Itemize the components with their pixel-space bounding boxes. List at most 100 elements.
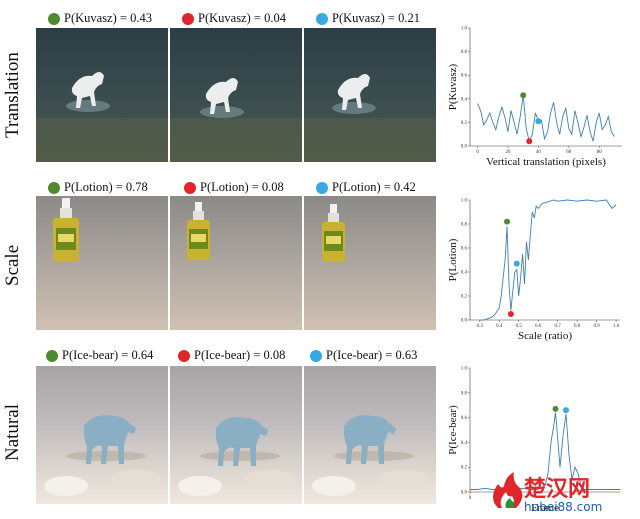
x-axis-label: Scale (ratio) bbox=[518, 330, 572, 342]
x-tick-label: 0 bbox=[469, 496, 472, 501]
y-tick-label: 0.8 bbox=[461, 50, 468, 55]
red-marker bbox=[526, 138, 533, 145]
caption-green: P(Lotion) = 0.78 bbox=[48, 180, 148, 195]
blue-marker bbox=[513, 260, 520, 267]
caption-blue: P(Kuvasz) = 0.21 bbox=[316, 11, 420, 26]
series-line bbox=[477, 95, 615, 143]
chart-svg: 0.0 0.2 0.4 0.6 0.8 1.0 0.3 0.4 0.5 0.6 0.7 0.8 0.9 1… bbox=[447, 199, 620, 342]
y-tick-label: 0.2 bbox=[461, 466, 468, 471]
x-axis-label: Frame bbox=[531, 502, 559, 514]
red-dot-icon bbox=[178, 349, 190, 362]
green-dot-icon bbox=[46, 349, 58, 362]
y-tick-label: 1.0 bbox=[461, 199, 468, 204]
row-translation: Translation P(Kuvasz) = 0.43 P(Kuvasz) =… bbox=[0, 0, 640, 168]
chart-translation: 0.0 0.2 0.4 0.6 0.8 1.0 0 20 40 60 80 Vertical tran… bbox=[440, 20, 630, 170]
blue-dot-icon bbox=[316, 12, 328, 25]
green-marker bbox=[520, 92, 527, 99]
chart-scale: 0.0 0.2 0.4 0.6 0.8 1.0 0.3 0.4 0.5 0.6 0.7 0.8 0.9 1… bbox=[436, 190, 632, 342]
y-tick-label: 1.0 bbox=[461, 367, 468, 372]
caption-red: P(Ice-bear) = 0.08 bbox=[178, 348, 285, 363]
y-tick-label: 0.4 bbox=[461, 97, 468, 102]
x-tick-label: 0.8 bbox=[574, 324, 581, 329]
y-tick-label: 0.8 bbox=[461, 223, 468, 228]
watermark-sub: hubei88.com bbox=[524, 500, 602, 514]
x-tick-label: 1.0 bbox=[613, 324, 620, 329]
caption-text: P(Kuvasz) = 0.04 bbox=[198, 11, 286, 25]
y-tick-label: 0.0 bbox=[461, 491, 468, 496]
green-dot-icon bbox=[48, 181, 60, 194]
photo-lotion-2 bbox=[170, 196, 302, 330]
red-dot-icon bbox=[184, 181, 196, 194]
caption-text: P(Ice-bear) = 0.64 bbox=[62, 348, 154, 362]
green-marker bbox=[552, 405, 559, 412]
caption-text: P(Kuvasz) = 0.21 bbox=[332, 11, 420, 25]
y-tick-label: 1.0 bbox=[461, 27, 468, 32]
x-tick-label: 40 bbox=[536, 150, 542, 155]
y-tick-label: 0.4 bbox=[461, 441, 468, 446]
row-label: Scale bbox=[2, 244, 23, 286]
photo-lotion-1 bbox=[36, 196, 168, 330]
photo-dog-water-3 bbox=[304, 28, 436, 162]
row-scale: Scale P(Lotion) = 0.78 P(Lotion) = 0.08 … bbox=[0, 170, 640, 342]
photo-ice-bear-2 bbox=[170, 366, 302, 504]
x-tick-label: 0.4 bbox=[496, 324, 503, 329]
caption-text: P(Lotion) = 0.42 bbox=[332, 180, 416, 194]
y-tick-label: 0.4 bbox=[461, 271, 468, 276]
blue-marker bbox=[535, 118, 542, 125]
photo-ice-bear-1 bbox=[36, 366, 168, 504]
y-tick-label: 0.2 bbox=[461, 121, 468, 126]
x-tick-label: 0 bbox=[476, 150, 479, 155]
row-natural: Natural P(Ice-bear) = 0.64 P(Ice-bear) =… bbox=[0, 344, 640, 516]
chart-natural: 0.0 0.2 0.4 0.6 0.8 1.0 0 Frame P(Ice-bear) bbox=[438, 358, 632, 514]
caption-text: P(Lotion) = 0.78 bbox=[64, 180, 148, 194]
x-tick-label: 0.3 bbox=[477, 324, 484, 329]
chart-svg: 0.0 0.2 0.4 0.6 0.8 1.0 0 Frame P(Ice-bear) bbox=[447, 367, 620, 514]
caption-red: P(Kuvasz) = 0.04 bbox=[182, 11, 286, 26]
blue-marker bbox=[563, 407, 569, 414]
caption-green: P(Ice-bear) = 0.64 bbox=[46, 348, 153, 363]
y-tick-label: 0.0 bbox=[461, 319, 468, 324]
watermark-main: 楚汉网 bbox=[524, 477, 590, 502]
caption-blue: P(Ice-bear) = 0.63 bbox=[310, 348, 417, 363]
caption-text: P(Kuvasz) = 0.43 bbox=[64, 11, 152, 25]
blue-dot-icon bbox=[316, 181, 328, 194]
x-tick-label: 0.5 bbox=[516, 324, 523, 329]
green-marker bbox=[504, 218, 511, 225]
y-axis-label: P(Kuvasz) bbox=[447, 63, 459, 110]
photo-ice-bear-3 bbox=[304, 366, 436, 504]
caption-green: P(Kuvasz) = 0.43 bbox=[48, 11, 152, 26]
caption-text: P(Lotion) = 0.08 bbox=[200, 180, 284, 194]
y-axis-label: P(Lotion) bbox=[447, 238, 459, 281]
x-tick-label: 0.7 bbox=[555, 324, 562, 329]
x-tick-label: 0.9 bbox=[593, 324, 600, 329]
x-tick-label: 80 bbox=[597, 150, 603, 155]
watermark-logo: 楚汉网 hubei88.com bbox=[484, 468, 634, 514]
flame-logo-icon bbox=[493, 472, 523, 508]
y-axis-label: P(Ice-bear) bbox=[447, 405, 459, 455]
y-tick-label: 0.0 bbox=[461, 145, 468, 150]
x-axis-label: Vertical translation (pixels) bbox=[486, 156, 606, 168]
caption-blue: P(Lotion) = 0.42 bbox=[316, 180, 416, 195]
red-marker bbox=[507, 311, 514, 317]
red-dot-icon bbox=[182, 12, 194, 25]
caption-text: P(Ice-bear) = 0.63 bbox=[326, 348, 418, 362]
y-tick-label: 0.6 bbox=[461, 247, 468, 252]
photo-dog-water-1 bbox=[36, 28, 168, 162]
y-tick-label: 0.8 bbox=[461, 391, 468, 396]
y-tick-label: 0.6 bbox=[461, 416, 468, 421]
photo-lotion-3 bbox=[304, 196, 436, 330]
caption-text: P(Ice-bear) = 0.08 bbox=[194, 348, 286, 362]
blue-dot-icon bbox=[310, 349, 322, 362]
x-tick-label: 60 bbox=[566, 150, 572, 155]
row-label: Natural bbox=[2, 404, 23, 462]
series-line bbox=[479, 199, 617, 321]
caption-red: P(Lotion) = 0.08 bbox=[184, 180, 284, 195]
y-tick-label: 0.2 bbox=[461, 295, 468, 300]
green-dot-icon bbox=[48, 12, 60, 25]
y-tick-label: 0.6 bbox=[461, 74, 468, 79]
photo-dog-water-2 bbox=[170, 28, 302, 162]
x-tick-label: 0.6 bbox=[535, 324, 542, 329]
x-tick-label: 20 bbox=[506, 150, 512, 155]
row-label: Translation bbox=[2, 52, 23, 138]
